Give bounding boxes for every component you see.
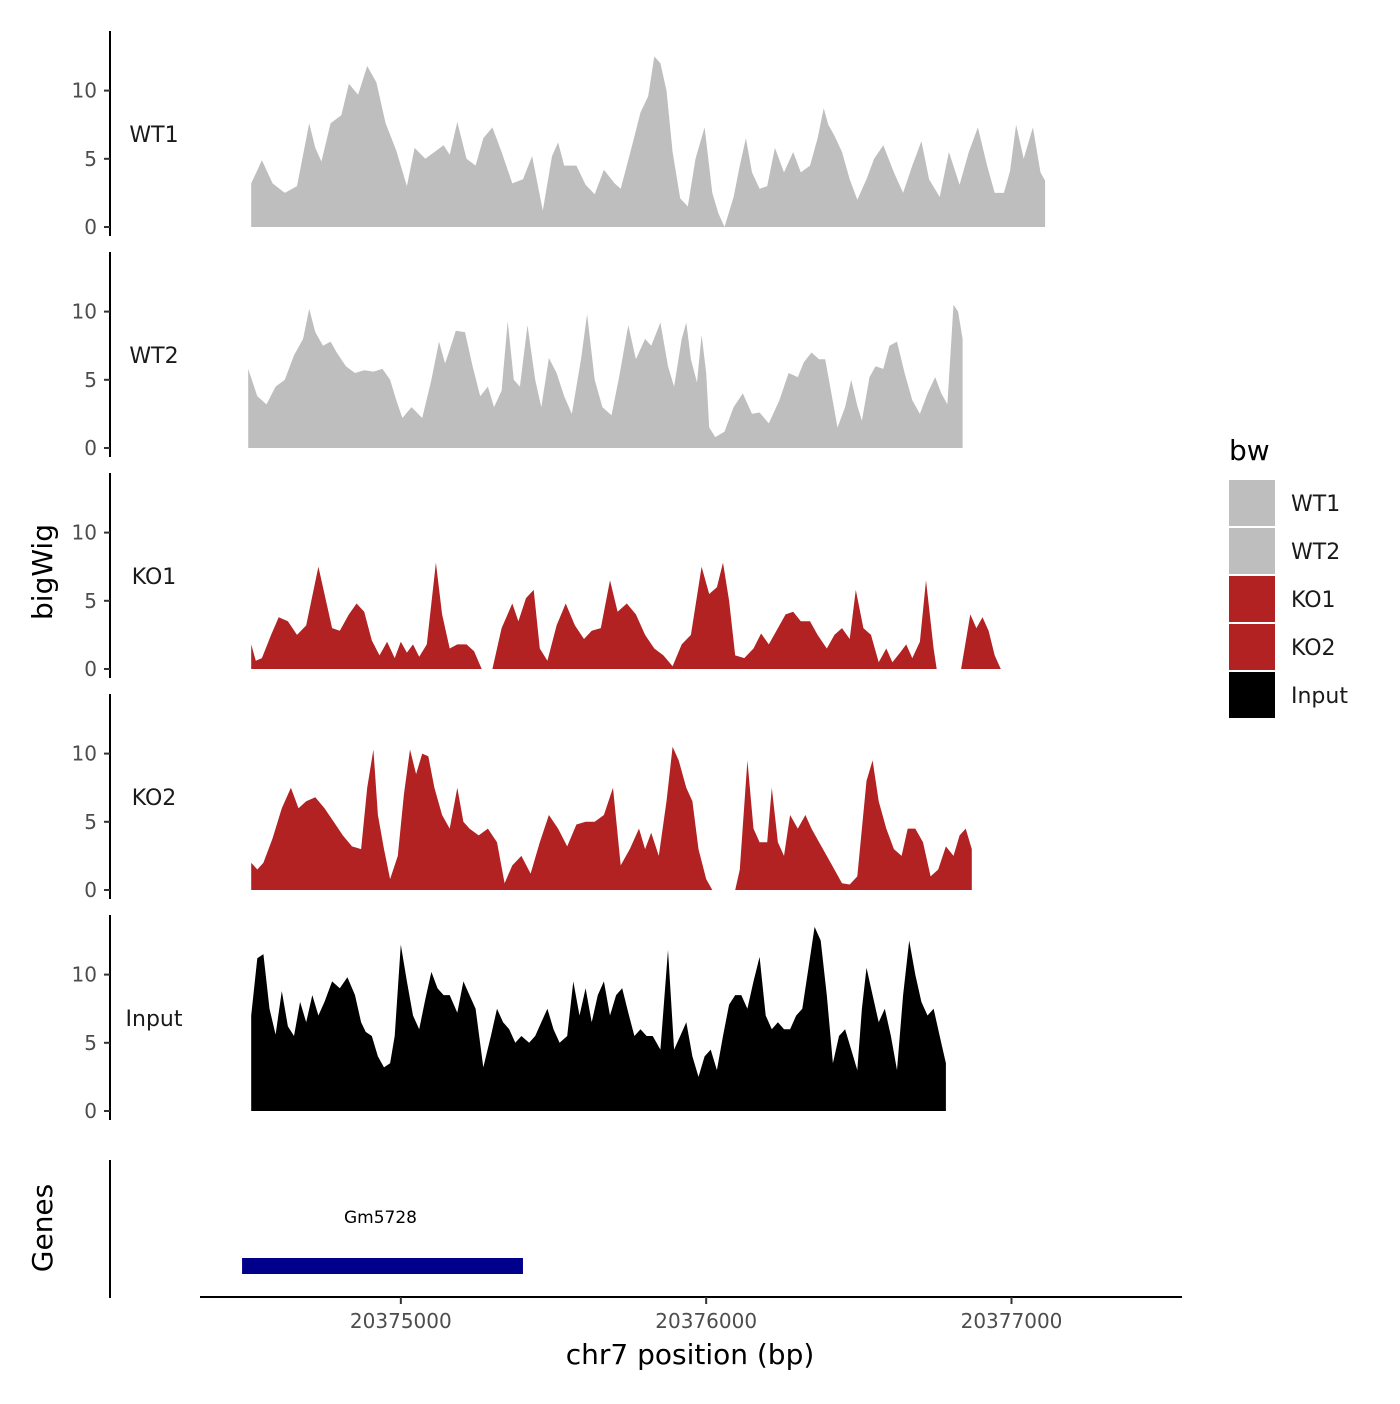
signal-area-ko1 [251, 562, 1001, 669]
y-tick-label: 0 [84, 878, 97, 902]
legend-swatch [1229, 480, 1275, 526]
x-ticks: 20375000 20376000 20377000 [350, 1297, 1062, 1333]
legend-label: WT1 [1291, 492, 1340, 517]
y-axis-title: bigWig [26, 524, 59, 620]
x-axis: 20375000 20376000 20377000 chr7 position (… [200, 1296, 1182, 1371]
legend-title: bw [1229, 434, 1270, 467]
gene-items: Gm5728 [242, 1208, 523, 1274]
legend-label: KO1 [1291, 588, 1336, 613]
track-label-ko1: KO1 [132, 565, 177, 590]
y-tick-label: 10 [72, 742, 97, 766]
x-axis-title: chr7 position (bp) [566, 1338, 815, 1371]
y-tick-label: 0 [84, 436, 97, 460]
legend-swatch [1229, 672, 1275, 718]
y-tick-label: 10 [72, 521, 97, 545]
y-tick-label: 0 [84, 657, 97, 681]
gene-track: Gm5728 [109, 1160, 523, 1298]
track-panel-ko2: 0 5 10 KO2 [72, 694, 972, 902]
legend-label: Input [1291, 684, 1348, 709]
y-tick-label: 5 [84, 589, 97, 613]
track-panel-ko1: 0 5 10 KO1 [72, 473, 1001, 681]
legend: bw WT1 WT2 KO1 KO2 Input [1229, 434, 1348, 718]
signal-area-wt2 [248, 304, 963, 448]
y-tick-label: 10 [72, 300, 97, 324]
track-panel-wt2: 0 5 10 WT2 [72, 252, 963, 460]
track-panel-input: 0 5 10 Input [72, 915, 946, 1123]
y-tick-label: 0 [84, 215, 97, 239]
legend-items: WT1 WT2 KO1 KO2 Input [1229, 480, 1348, 718]
y-tick-label: 10 [72, 79, 97, 103]
y-tick-label: 0 [84, 1099, 97, 1123]
y-tick-label: 5 [84, 147, 97, 171]
legend-label: WT2 [1291, 540, 1340, 565]
gene-body [242, 1258, 523, 1274]
genes-axis-title: Genes [26, 1184, 59, 1272]
x-tick-label: 20377000 [961, 1309, 1063, 1333]
track-label-input: Input [126, 1007, 183, 1032]
legend-swatch [1229, 528, 1275, 574]
y-tick-label: 10 [72, 963, 97, 987]
legend-swatch [1229, 576, 1275, 622]
track-label-wt2: WT2 [129, 344, 178, 369]
gene-label: Gm5728 [344, 1208, 417, 1228]
y-tick-label: 5 [84, 810, 97, 834]
signal-area-wt1 [251, 56, 1046, 227]
track-label-ko2: KO2 [132, 786, 177, 811]
x-tick-label: 20375000 [350, 1309, 452, 1333]
signal-area-ko2 [251, 746, 972, 890]
track-label-wt1: WT1 [129, 123, 178, 148]
signal-area-input [251, 926, 946, 1111]
legend-label: KO2 [1291, 636, 1336, 661]
track-panels: 0 5 10 WT1 0 5 10 WT2 0 5 10 KO1 0 5 10 KO2 0 5 10 Input [72, 31, 1046, 1123]
y-tick-label: 5 [84, 1031, 97, 1055]
track-panel-wt1: 0 5 10 WT1 [72, 31, 1046, 239]
x-tick-label: 20376000 [655, 1309, 757, 1333]
legend-swatch [1229, 624, 1275, 670]
y-tick-label: 5 [84, 368, 97, 392]
